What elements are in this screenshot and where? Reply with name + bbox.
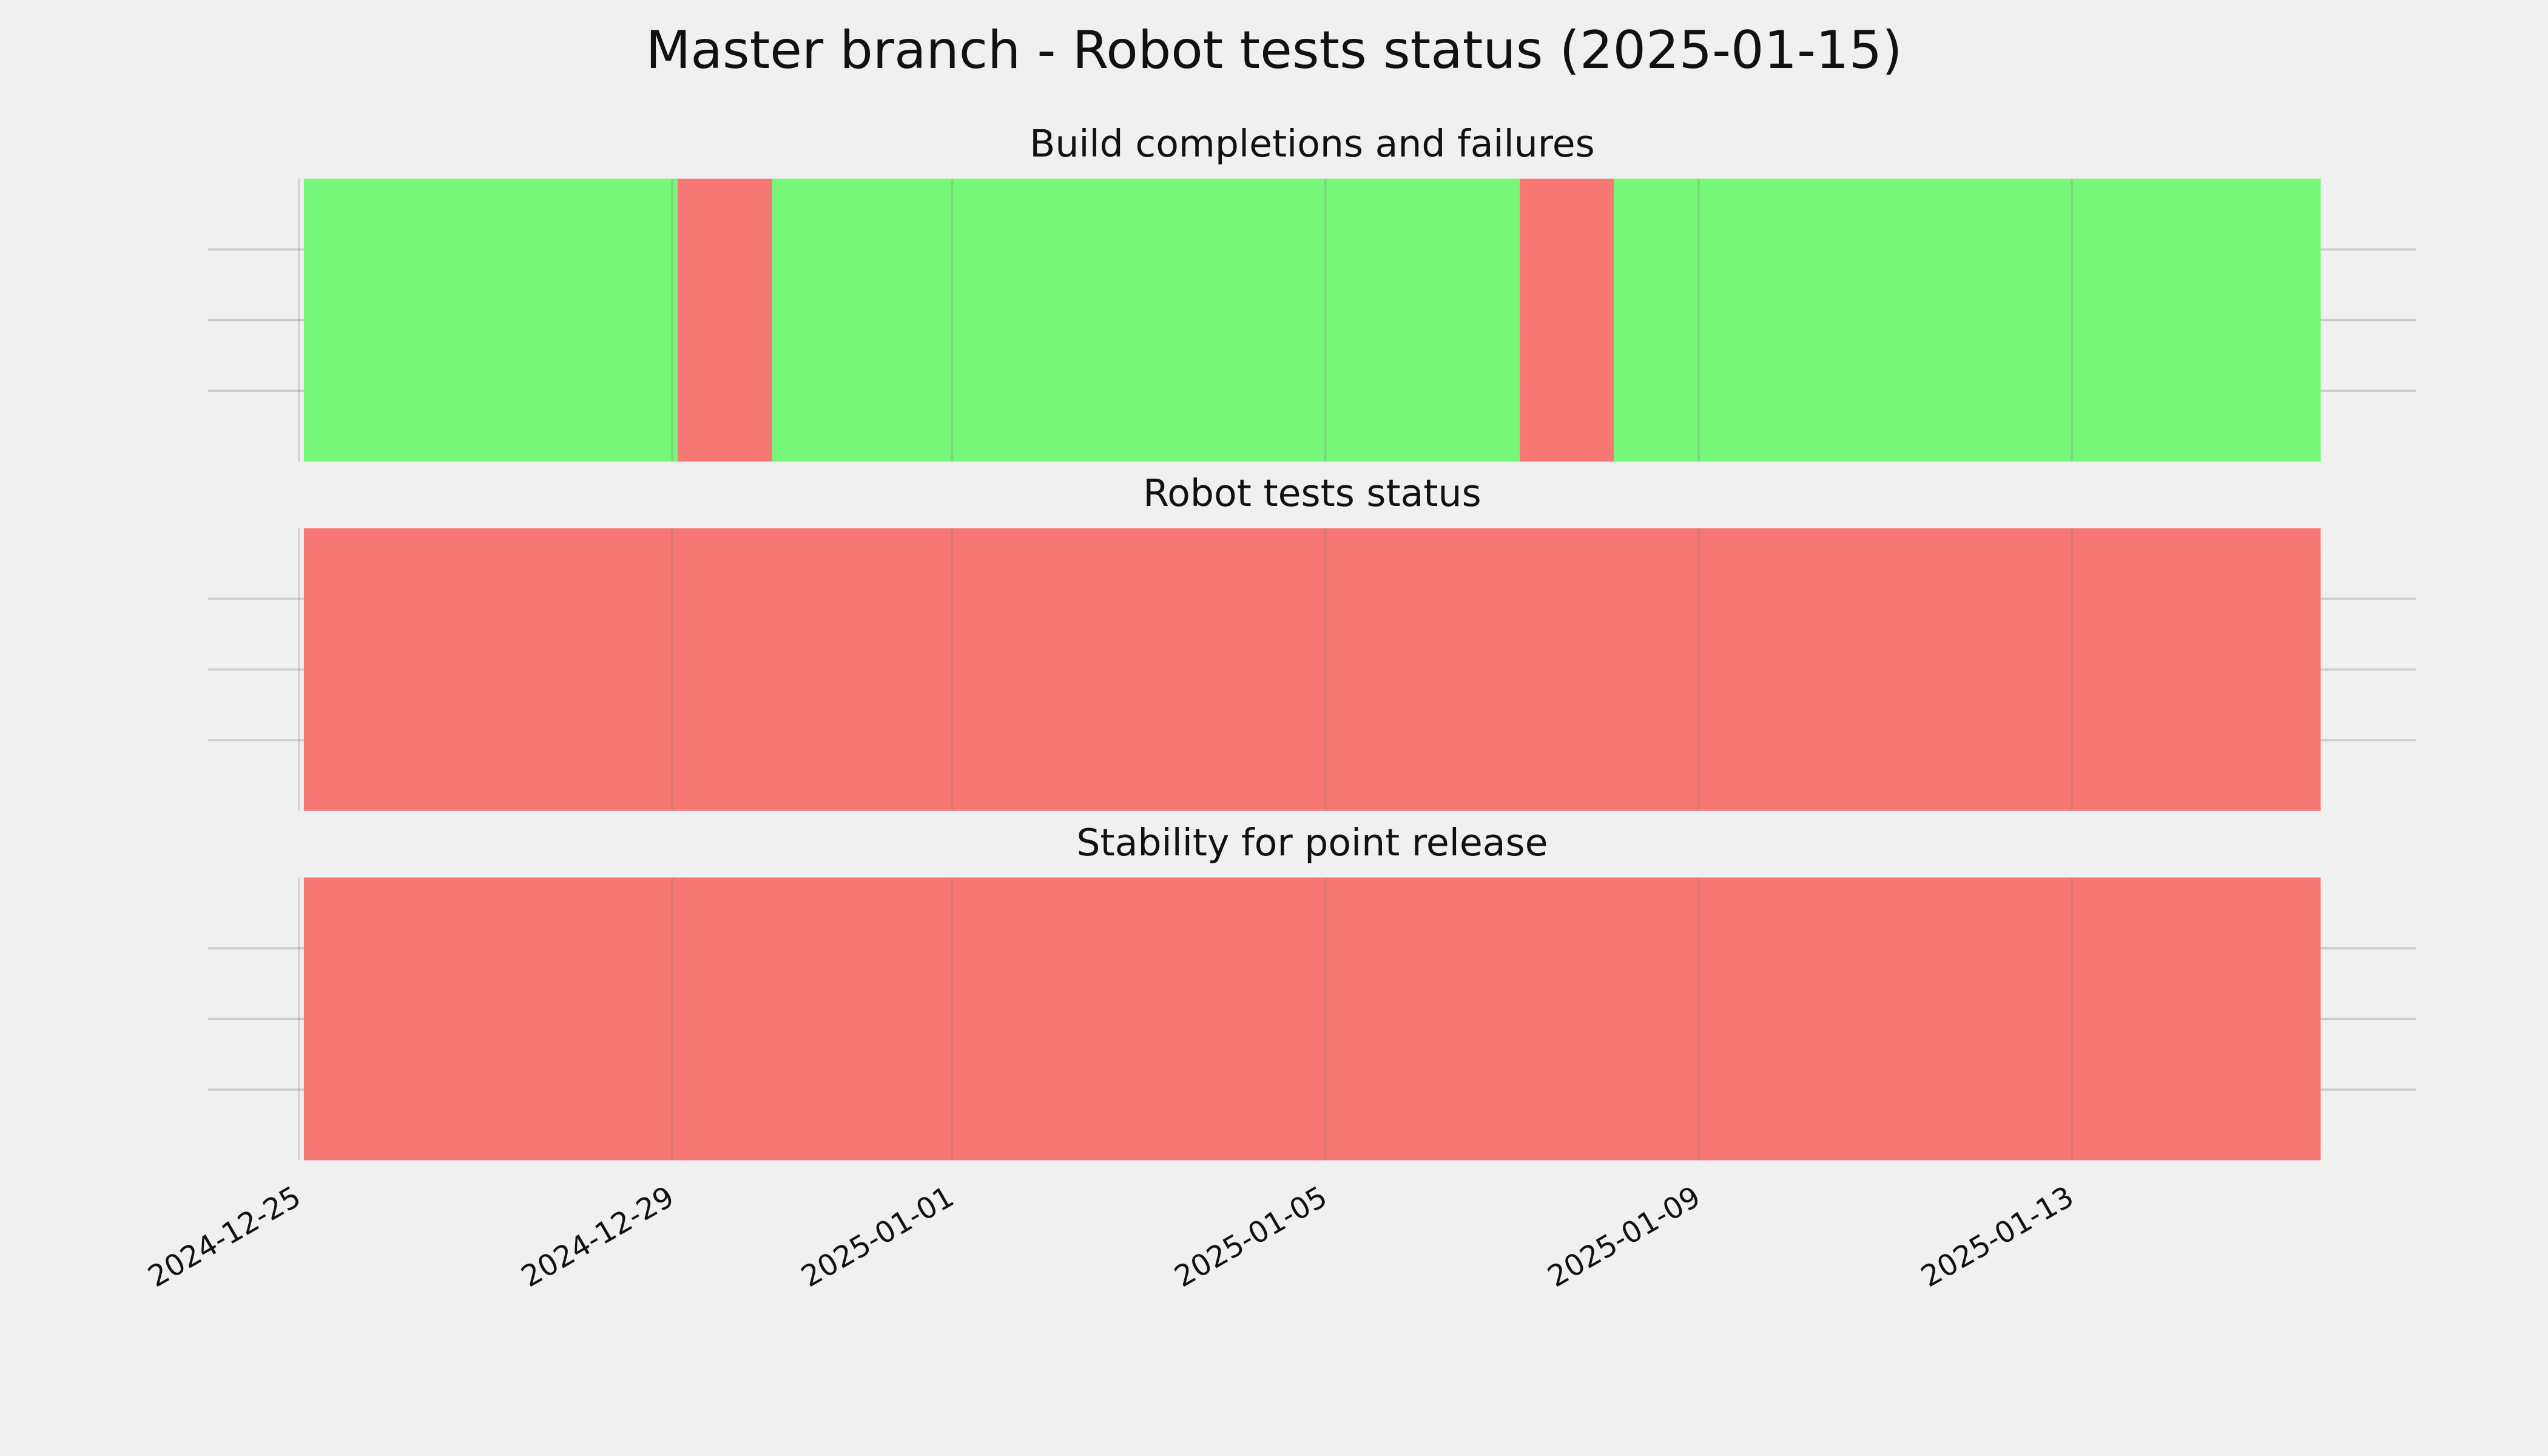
status-segment <box>678 178 772 462</box>
panel-title: Robot tests status <box>1143 471 1481 515</box>
chart-title: Master branch - Robot tests status (2025… <box>645 20 1902 81</box>
panel-title: Build completions and failures <box>1030 122 1595 166</box>
status-segment <box>1614 178 2321 462</box>
status-segment <box>303 528 2321 811</box>
status-segment <box>772 178 1520 462</box>
status-segment <box>1520 178 1614 462</box>
status-segment <box>303 877 2321 1161</box>
panel-title: Stability for point release <box>1076 821 1548 864</box>
status-segment <box>303 178 678 462</box>
